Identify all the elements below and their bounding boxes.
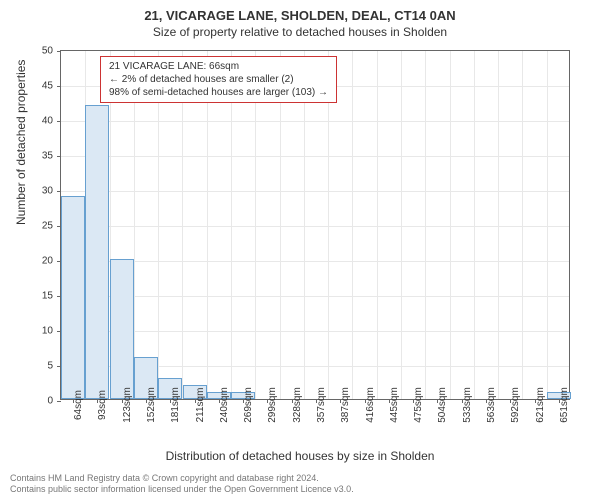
gridline-v <box>255 51 256 399</box>
yaxis-title: Number of detached properties <box>14 60 28 225</box>
gridline-h <box>61 156 569 157</box>
gridline-v <box>182 51 183 399</box>
gridline-h <box>61 331 569 332</box>
ylabel: 20 <box>42 256 53 267</box>
xlabel: 445sqm <box>389 387 400 423</box>
gridline-v <box>547 51 548 399</box>
xlabel: 181sqm <box>170 387 181 423</box>
info-line2: ← 2% of detached houses are smaller (2) <box>109 73 328 86</box>
ylabel: 50 <box>42 46 53 57</box>
gridline-h <box>61 226 569 227</box>
bar <box>61 196 85 399</box>
xlabel: 357sqm <box>316 387 327 423</box>
xlabel: 475sqm <box>413 387 424 423</box>
gridline-h <box>61 261 569 262</box>
ylabel: 25 <box>42 221 53 232</box>
gridline-h <box>61 121 569 122</box>
xlabel: 504sqm <box>437 387 448 423</box>
ytick <box>57 86 61 90</box>
xlabel: 269sqm <box>243 387 254 423</box>
ylabel: 30 <box>42 186 53 197</box>
xlabel: 651sqm <box>559 387 570 423</box>
gridline-v <box>425 51 426 399</box>
xlabel: 211sqm <box>195 388 206 423</box>
gridline-v <box>304 51 305 399</box>
xlabel: 416sqm <box>365 387 376 423</box>
gridline-v <box>401 51 402 399</box>
gridline-v <box>522 51 523 399</box>
ytick <box>57 156 61 160</box>
xlabel: 299sqm <box>267 387 278 423</box>
xlabel: 387sqm <box>340 387 351 423</box>
gridline-v <box>450 51 451 399</box>
gridline-v <box>352 51 353 399</box>
xlabel: 592sqm <box>510 387 521 423</box>
ylabel: 10 <box>42 326 53 337</box>
ylabel: 15 <box>42 291 53 302</box>
gridline-h <box>61 191 569 192</box>
xlabel: 621sqm <box>535 387 546 423</box>
ytick <box>57 401 61 405</box>
bar <box>110 259 134 399</box>
ytick <box>57 121 61 125</box>
title-main: 21, VICARAGE LANE, SHOLDEN, DEAL, CT14 0… <box>0 0 600 23</box>
xlabel: 152sqm <box>146 387 157 423</box>
info-box: 21 VICARAGE LANE: 66sqm ← 2% of detached… <box>100 56 337 103</box>
gridline-v <box>474 51 475 399</box>
ylabel: 0 <box>47 396 53 407</box>
xlabel: 563sqm <box>486 387 497 423</box>
info-line1: 21 VICARAGE LANE: 66sqm <box>109 60 328 73</box>
gridline-v <box>134 51 135 399</box>
info-line3: 98% of semi-detached houses are larger (… <box>109 86 328 99</box>
footer: Contains HM Land Registry data © Crown c… <box>10 473 354 496</box>
footer-line2: Contains public sector information licen… <box>10 484 354 496</box>
gridline-h <box>61 296 569 297</box>
ylabel: 45 <box>42 81 53 92</box>
ylabel: 40 <box>42 116 53 127</box>
gridline-v <box>377 51 378 399</box>
gridline-v <box>280 51 281 399</box>
footer-line1: Contains HM Land Registry data © Crown c… <box>10 473 354 485</box>
ylabel: 35 <box>42 151 53 162</box>
gridline-v <box>207 51 208 399</box>
xlabel: 64sqm <box>73 390 84 420</box>
xaxis-title: Distribution of detached houses by size … <box>0 449 600 463</box>
bar <box>85 105 109 399</box>
ytick <box>57 191 61 195</box>
title-sub: Size of property relative to detached ho… <box>0 23 600 39</box>
xlabel: 328sqm <box>292 387 303 423</box>
xlabel: 93sqm <box>97 390 108 420</box>
gridline-v <box>158 51 159 399</box>
xlabel: 240sqm <box>219 387 230 423</box>
gridline-v <box>328 51 329 399</box>
xlabel: 533sqm <box>462 387 473 423</box>
gridline-v <box>231 51 232 399</box>
ytick <box>57 51 61 55</box>
ylabel: 5 <box>47 361 53 372</box>
xlabel: 123sqm <box>122 387 133 423</box>
gridline-v <box>498 51 499 399</box>
chart-area: 0510152025303540455064sqm93sqm123sqm152s… <box>60 50 570 400</box>
